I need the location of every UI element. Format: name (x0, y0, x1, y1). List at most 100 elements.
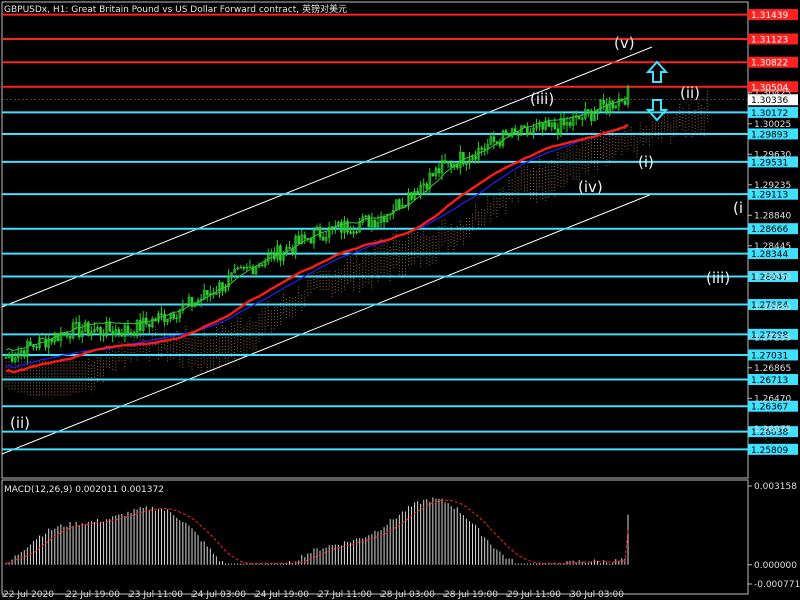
wave-label: (v) (614, 34, 635, 52)
candle-body (148, 323, 151, 327)
ma-slow-line (5, 125, 629, 368)
price-level-tag (748, 156, 798, 168)
candle-body (538, 123, 541, 127)
price-level-tag (748, 248, 798, 260)
candle-body (260, 264, 264, 267)
candle-body (477, 147, 480, 160)
candle-body (523, 125, 526, 128)
price-level-label: 1.27684 (751, 301, 788, 311)
candle-body (404, 205, 407, 207)
candle-body (516, 131, 520, 136)
time-tick-label: 23 Jul 11:00 (129, 590, 183, 600)
candle-body (205, 290, 209, 296)
candle-body (169, 313, 172, 320)
candle-body (236, 267, 240, 270)
price-level-tag (748, 270, 798, 282)
candle-body (599, 99, 602, 111)
price-level-tag (748, 106, 798, 118)
candle-body (74, 322, 78, 324)
candle-body (294, 235, 297, 254)
candle-body (4, 357, 8, 359)
candle-body (474, 155, 477, 160)
price-tick-label: 1.30025 (754, 120, 791, 130)
candle-body (77, 322, 81, 338)
candle-body (547, 120, 551, 127)
price-tick-label: 1.26470 (754, 394, 791, 404)
candle-body (373, 219, 377, 228)
macd-title: MACD(12,26,9) 0.002011 0.001372 (4, 485, 164, 495)
price-tick-label: 1.26865 (754, 364, 791, 374)
candle-body (358, 222, 361, 233)
candle-body (65, 332, 69, 337)
candle-body (257, 264, 261, 268)
candle-body (440, 160, 444, 174)
price-level-label: 1.25809 (751, 446, 788, 456)
candle-body (425, 183, 429, 189)
price-level-tag (748, 33, 798, 45)
candle-body (394, 199, 398, 211)
candle-body (306, 238, 310, 240)
candle-body (483, 148, 486, 151)
candle-body (276, 245, 279, 260)
candle-body (254, 266, 258, 275)
candle-body (413, 191, 416, 200)
time-tick-label: 27 Jul 11:00 (318, 590, 372, 600)
candle-body (410, 192, 413, 200)
time-tick-label: 24 Jul 19:00 (255, 590, 309, 600)
price-level-tag (748, 328, 798, 340)
candle-body (321, 236, 325, 241)
candle-body (486, 144, 490, 150)
candle-body (556, 128, 560, 135)
candle-body (83, 322, 87, 332)
candle-body (614, 105, 618, 109)
candle-body (59, 332, 63, 341)
price-level-tag (748, 299, 798, 311)
wave-label: (iii) (530, 90, 554, 108)
candle-body (196, 299, 200, 304)
price-level-label: 1.26038 (751, 428, 788, 438)
candle-body (202, 290, 206, 300)
candle-body (385, 214, 389, 223)
candle-body (26, 341, 29, 357)
candle-body (93, 329, 96, 332)
candle-body (388, 213, 392, 216)
candle-body (608, 100, 612, 112)
candle-body (626, 86, 630, 105)
candle-body (416, 191, 419, 195)
candle-body (212, 293, 215, 295)
candle-body (407, 192, 410, 206)
price-level-label: 1.31123 (751, 35, 788, 45)
candle-body (251, 266, 255, 275)
candle-body (303, 234, 307, 239)
candle-body (507, 133, 511, 137)
time-tick-label: 29 Jul 11:00 (507, 590, 561, 600)
price-level-tag (748, 56, 798, 68)
direction-arrows (645, 60, 669, 122)
candle-body (215, 292, 218, 295)
candle-body (163, 313, 166, 322)
candle-body (273, 252, 276, 260)
candle-body (105, 321, 108, 337)
candle-body (340, 221, 343, 233)
candle-body (565, 122, 569, 126)
candle-body (452, 163, 456, 168)
macd-pane-border (1, 479, 749, 595)
price-tick-label: 1.26075 (754, 425, 791, 435)
candle-body (513, 128, 517, 133)
price-tick-label: 1.27650 (754, 303, 791, 313)
candle-body (361, 216, 365, 223)
candle-body (263, 261, 267, 267)
candle-body (230, 272, 233, 277)
candle-body (38, 337, 41, 349)
candle-body (187, 296, 191, 305)
candle-body (53, 332, 57, 343)
candle-body (224, 286, 227, 292)
trend-channel (1, 46, 653, 455)
candle-body (471, 155, 474, 160)
candle-body (80, 330, 84, 338)
candle-body (151, 318, 154, 327)
price-level-tag (748, 188, 798, 200)
candle-body (126, 325, 130, 334)
candle-body (71, 322, 75, 339)
